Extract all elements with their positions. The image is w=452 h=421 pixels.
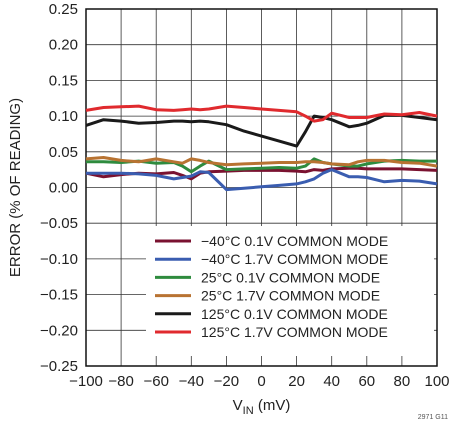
series-line-2: [86, 168, 438, 192]
x-axis-title-unit: (mV): [254, 397, 291, 414]
y-tick-label: −0.15: [40, 287, 78, 304]
y-tick-label: −0.10: [40, 251, 78, 268]
legend: −40°C 0.1V COMMON MODE −40°C 1.7V COMMON …: [146, 226, 434, 356]
x-axis-title-subscript: IN: [243, 405, 254, 417]
x-tick-label: −100: [69, 373, 103, 390]
y-tick-label: 0.05: [49, 144, 78, 161]
x-tick-label: 20: [288, 373, 305, 390]
x-tick-label: −60: [143, 373, 168, 390]
y-tick-label: −0.20: [40, 322, 78, 339]
y-tick-label: 0.00: [49, 180, 78, 197]
legend-background: [146, 226, 434, 356]
legend-label: 25°C 1.7V COMMON MODE: [201, 288, 380, 304]
y-tick-label: −0.25: [40, 358, 78, 375]
x-tick-label: 80: [394, 373, 411, 390]
x-tick-label: −40: [179, 373, 204, 390]
x-axis-title-main: V: [233, 397, 243, 414]
x-tick-label: −80: [108, 373, 133, 390]
plot-frame: [85, 8, 438, 367]
legend-label: −40°C 0.1V COMMON MODE: [201, 233, 388, 249]
series-line-4: [85, 156, 438, 168]
y-tick-label: 0.25: [49, 1, 78, 18]
x-tick-labels: −100 −80 −60 −40 −20 0 20 40 60 80 100: [69, 373, 449, 390]
x-tick-label: 60: [358, 373, 375, 390]
x-tick-label: 40: [323, 373, 340, 390]
x-tick-label: 100: [424, 373, 449, 390]
y-axis-title: ERROR (% OF READING): [7, 98, 24, 277]
y-tick-label: 0.10: [49, 108, 78, 125]
legend-label: −40°C 1.7V COMMON MODE: [201, 251, 388, 267]
x-tick-label: −20: [214, 373, 239, 390]
x-axis-title: VIN (mV): [233, 397, 291, 417]
series-line-1: [85, 166, 438, 181]
y-tick-label: −0.05: [40, 215, 78, 232]
series-line-5: [85, 113, 438, 148]
series-line-6: [85, 104, 438, 123]
legend-label: 25°C 0.1V COMMON MODE: [201, 269, 380, 285]
series-line-3: [86, 157, 437, 174]
y-tick-labels: −0.25 −0.20 −0.15 −0.10 −0.05 0.00 0.05 0.10 0.1…: [40, 1, 78, 375]
y-tick-label: 0.15: [49, 72, 78, 89]
y-tick-label: 0.20: [49, 37, 78, 54]
legend-label: 125°C 1.7V COMMON MODE: [201, 324, 388, 340]
figure-id: 2971 G11: [418, 414, 448, 421]
x-tick-label: 0: [257, 373, 265, 390]
series-lines: [85, 104, 438, 192]
legend-label: 125°C 0.1V COMMON MODE: [201, 306, 388, 322]
